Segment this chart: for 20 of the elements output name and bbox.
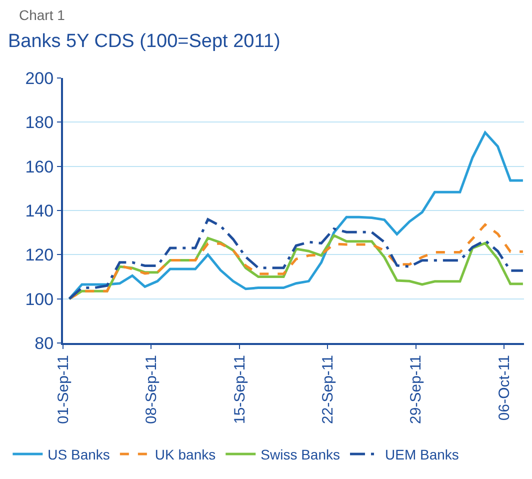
x-tick-label: 06-Oct-11: [496, 355, 513, 421]
y-tick-label: 180: [25, 113, 54, 132]
legend-label: UK banks: [154, 446, 216, 462]
legend-label: US Banks: [48, 446, 110, 462]
chart-title: Banks 5Y CDS (100=Sept 2011): [8, 30, 280, 52]
y-tick-label: 80: [34, 334, 54, 353]
caption: Chart 1: [19, 7, 66, 23]
legend-label: Swiss Banks: [260, 446, 340, 462]
y-tick-label: 200: [25, 68, 54, 88]
x-tick-label: 29-Sep-11: [408, 355, 425, 424]
y-tick-label: 140: [25, 201, 54, 220]
x-tick-label: 22-Sep-11: [320, 355, 337, 424]
y-tick-label: 120: [25, 246, 54, 265]
x-tick-label: 15-Sep-11: [231, 355, 248, 424]
y-tick-label: 160: [25, 157, 54, 176]
line-series: [68, 131, 524, 300]
x-tick-label: 01-Sep-11: [54, 355, 72, 424]
x-tick-label: 08-Sep-11: [143, 355, 160, 424]
y-tick-label: 100: [25, 290, 54, 309]
legend-label: UEM Banks: [384, 446, 459, 462]
